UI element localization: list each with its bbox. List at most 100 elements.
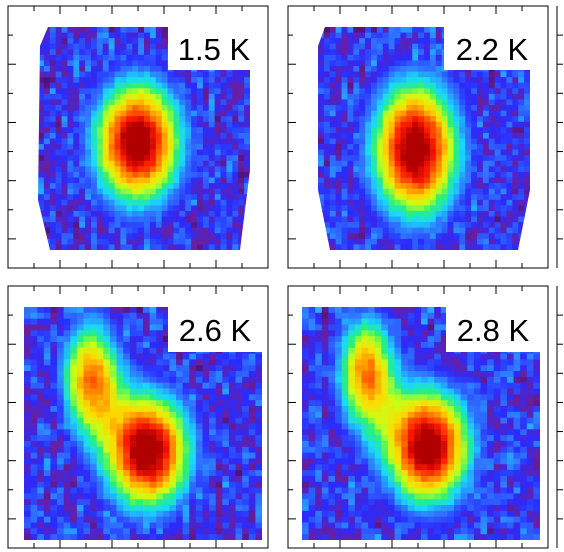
heatmap-cell <box>43 71 51 78</box>
heatmap-cell <box>407 324 415 331</box>
heatmap-cell <box>123 522 131 529</box>
heatmap-cell <box>169 376 177 384</box>
heatmap-cell <box>506 88 513 95</box>
heatmap-cell <box>43 88 51 95</box>
heatmap-cell <box>116 493 124 500</box>
heatmap-cell <box>232 199 239 206</box>
heatmap-cell <box>91 244 98 250</box>
heatmap-cell <box>102 77 110 84</box>
heatmap-cell <box>361 341 369 349</box>
heatmap-cell <box>441 93 449 101</box>
heatmap-cell <box>376 121 384 128</box>
heatmap-cell <box>238 93 245 101</box>
heatmap-cell <box>354 371 363 378</box>
heatmap-cell <box>156 353 164 361</box>
heatmap-cell <box>421 365 429 372</box>
heatmap-cell <box>347 27 354 34</box>
heatmap-cell <box>76 435 85 442</box>
heatmap-cell <box>156 411 164 419</box>
heatmap-cell <box>318 54 325 62</box>
heatmap-cell <box>108 244 116 250</box>
heatmap-cell <box>371 77 378 84</box>
heatmap-cell <box>328 359 336 366</box>
heatmap-cell <box>156 470 164 477</box>
heatmap-cell <box>459 183 466 190</box>
heatmap-cell <box>238 160 245 167</box>
heatmap-cell <box>24 423 32 430</box>
heatmap-cell <box>30 388 38 395</box>
heatmap-cell <box>126 199 133 206</box>
heatmap-cell <box>226 149 233 156</box>
heatmap-cell <box>459 105 466 112</box>
heatmap-cell <box>506 216 513 223</box>
heatmap-cell <box>371 183 378 190</box>
heatmap-cell <box>169 400 177 407</box>
heatmap-cell <box>143 307 151 314</box>
heatmap-cell <box>195 388 204 395</box>
heatmap-cell <box>242 505 250 512</box>
heatmap-cell <box>347 66 354 73</box>
heatmap-cell <box>126 149 133 156</box>
heatmap-cell <box>38 127 45 134</box>
heatmap-cell <box>24 470 32 477</box>
heatmap-cell <box>368 307 376 314</box>
heatmap-cell <box>453 216 460 223</box>
heatmap-cell <box>407 394 415 401</box>
heatmap-cell <box>232 194 239 201</box>
heatmap-cell <box>85 116 92 123</box>
heatmap-cell <box>138 110 145 117</box>
heatmap-cell <box>388 199 396 206</box>
heatmap-cell <box>103 365 111 372</box>
heatmap-cell <box>90 493 98 500</box>
heatmap-cell <box>50 318 58 326</box>
heatmap-cell <box>328 376 336 384</box>
heatmap-cell <box>49 188 57 195</box>
heatmap-cell <box>73 138 80 145</box>
heatmap-cell <box>226 116 233 123</box>
heatmap-cell <box>189 487 197 494</box>
heatmap-cell <box>453 183 460 190</box>
heatmap-cell <box>341 149 349 156</box>
heatmap-cell <box>222 528 230 535</box>
heatmap-cell <box>412 121 419 128</box>
heatmap-cell <box>109 411 118 419</box>
heatmap-cell <box>50 452 58 460</box>
heatmap-cell <box>126 132 133 140</box>
heatmap-cell <box>138 32 145 39</box>
heatmap-cell <box>173 177 180 184</box>
heatmap-cell <box>162 493 171 500</box>
heatmap-cell <box>57 458 65 465</box>
heatmap-cell <box>57 406 65 413</box>
heatmap-cell <box>341 336 349 343</box>
heatmap-cell <box>226 82 233 89</box>
heatmap-cell <box>435 194 443 201</box>
heatmap-cell <box>76 388 85 395</box>
heatmap-cell <box>447 183 455 190</box>
heatmap-cell <box>90 475 98 483</box>
heatmap-cell <box>382 166 390 173</box>
heatmap-cell <box>103 394 111 401</box>
heatmap-cell <box>43 330 52 337</box>
heatmap-cell <box>37 382 45 390</box>
heatmap-cell <box>202 227 210 234</box>
heatmap-cell <box>91 38 98 45</box>
heatmap-cell <box>387 388 396 395</box>
heatmap-cell <box>335 155 343 162</box>
heatmap-cell <box>61 32 69 39</box>
heatmap-cell <box>255 470 262 477</box>
heatmap-cell <box>512 183 519 190</box>
heatmap-cell <box>79 155 86 162</box>
heatmap-cell <box>368 330 376 337</box>
heatmap-cell <box>202 423 210 430</box>
heatmap-cells-3 <box>24 307 262 540</box>
heatmap-cell <box>155 171 163 179</box>
heatmap-cell <box>414 382 422 390</box>
heatmap-cell <box>394 71 402 78</box>
heatmap-cell <box>189 470 197 477</box>
heatmap-cell <box>123 510 131 518</box>
heatmap-cell <box>220 99 228 106</box>
heatmap-cell <box>57 330 65 337</box>
heatmap-cell <box>96 371 104 378</box>
heatmap-cell <box>96 32 104 39</box>
heatmap-cell <box>329 155 337 162</box>
